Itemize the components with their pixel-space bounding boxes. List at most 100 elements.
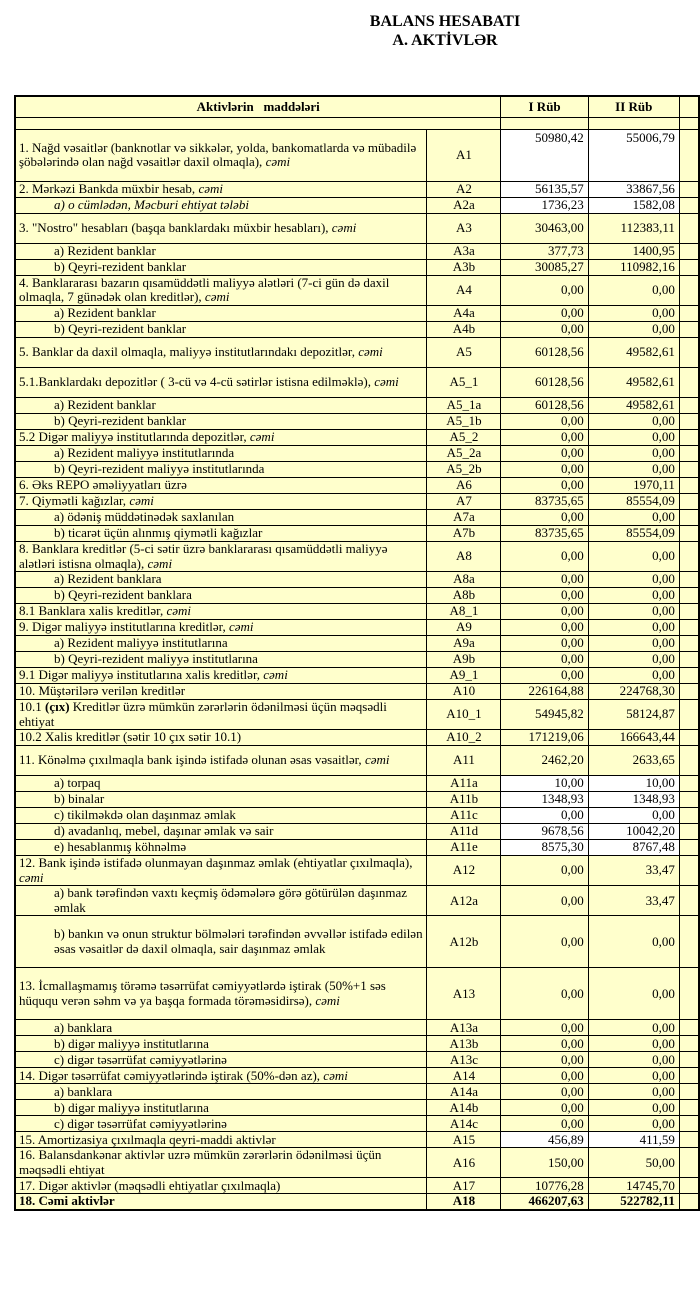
row-q2-value-cell: 112383,11 bbox=[587, 212, 680, 244]
row-q1-value-cell: 10776,28 bbox=[500, 1177, 589, 1195]
row-q2-value-cell: 0,00 bbox=[587, 320, 680, 338]
table-row: b) Qeyri-rezident banklara A8b 0,00 0,00 bbox=[14, 587, 700, 605]
row-q1-value-cell: 60128,56 bbox=[500, 396, 589, 414]
row-sliver-cell bbox=[678, 366, 700, 398]
row-q2-value-cell: 1348,93 bbox=[587, 791, 680, 809]
row-code-cell: A5_2 bbox=[426, 428, 502, 446]
row-label-cell: 13. İcmallaşmamış törəmə təsərrüfat cəmi… bbox=[14, 967, 428, 1021]
table-row: 9.1 Digər maliyyə institutlarına xalis k… bbox=[14, 667, 700, 685]
row-q2-value-cell: 49582,61 bbox=[587, 336, 680, 368]
row-q1-value-cell: 0,00 bbox=[500, 412, 589, 430]
row-q2-value-cell: 0,00 bbox=[587, 571, 680, 589]
row-code-cell: A4a bbox=[426, 304, 502, 322]
row-q1-value-cell: 30463,00 bbox=[500, 212, 589, 244]
table-row: b) digər maliyyə institutlarına A14b 0,00 0… bbox=[14, 1099, 700, 1117]
row-code-cell: A9b bbox=[426, 651, 502, 669]
row-code-cell: A8_1 bbox=[426, 603, 502, 621]
row-sliver-cell bbox=[678, 967, 700, 1021]
row-label-text: cəmi bbox=[315, 992, 340, 1008]
row-label-text: 1. Nağd vəsaitlər (banknotlar və sikkələ… bbox=[19, 139, 417, 170]
row-code-cell: A4b bbox=[426, 320, 502, 338]
row-label-cell: a) Rezident banklar bbox=[14, 396, 428, 414]
row-q2-value-cell: 0,00 bbox=[587, 603, 680, 621]
table-row: e) hesablanmış köhnəlmə A11e 8575,30 8767,4… bbox=[14, 839, 700, 857]
row-code-cell: A14a bbox=[426, 1083, 502, 1101]
row-label-text: cəmi bbox=[147, 555, 173, 571]
row-label-text: (çıx) bbox=[45, 699, 70, 715]
row-q2-value-cell: 0,00 bbox=[587, 651, 680, 669]
balance-table: Aktivlərin maddələri I Rüb II Rüb 1. Nağ… bbox=[14, 95, 700, 1211]
row-q1-value-cell: 0,00 bbox=[500, 1099, 589, 1117]
row-label-text: a) Rezident banklara bbox=[54, 571, 162, 587]
table-row: c) digər təsərrüfat cəmiyyətlərinə A13c 0,… bbox=[14, 1051, 700, 1069]
table-row: b) digər maliyyə institutlarına A13b 0,00 0… bbox=[14, 1035, 700, 1053]
row-label-cell: a) torpaq bbox=[14, 775, 428, 793]
row-label-cell: a) Rezident banklara bbox=[14, 571, 428, 589]
row-q2-value-cell: 50,00 bbox=[587, 1147, 680, 1179]
row-q2-value-cell: 0,00 bbox=[587, 508, 680, 526]
spacer-row bbox=[14, 116, 700, 130]
table-row: 5.2 Digər maliyyə institutlarında depozi… bbox=[14, 428, 700, 446]
spacer-cell bbox=[678, 116, 700, 130]
row-label-cell: a) banklara bbox=[14, 1019, 428, 1037]
spacer-cell bbox=[587, 116, 680, 130]
row-code-cell: A3 bbox=[426, 212, 502, 244]
row-q2-value-cell: 0,00 bbox=[587, 1019, 680, 1037]
table-row: 17. Digər aktivlər (məqsədli ehtiyatlar … bbox=[14, 1177, 700, 1195]
row-code-cell: A10_1 bbox=[426, 699, 502, 731]
row-sliver-cell bbox=[678, 699, 700, 731]
row-label-cell: a) ödəniş müddətinədək saxlanılan bbox=[14, 508, 428, 526]
row-label-text: b) digər maliyyə institutlarına bbox=[54, 1035, 209, 1051]
row-code-cell: A3a bbox=[426, 242, 502, 260]
row-code-cell: A3b bbox=[426, 258, 502, 276]
row-code-cell: A16 bbox=[426, 1147, 502, 1179]
row-label-text: 7. Qiymətli kağızlar, bbox=[19, 493, 130, 509]
row-q2-value-cell: 0,00 bbox=[587, 635, 680, 653]
row-q1-value-cell: 54945,82 bbox=[500, 699, 589, 731]
row-label-cell: b) Qeyri-rezident maliyyə institutlarına bbox=[14, 651, 428, 669]
row-code-cell: A9a bbox=[426, 635, 502, 653]
row-sliver-cell bbox=[678, 571, 700, 589]
table-row: b) Qeyri-rezident banklar A5_1b 0,00 0,00 bbox=[14, 412, 700, 430]
row-q2-value-cell: 10042,20 bbox=[587, 823, 680, 841]
row-q2-value-cell: 0,00 bbox=[587, 274, 680, 306]
row-label-cell: c) digər təsərrüfat cəmiyyətlərinə bbox=[14, 1051, 428, 1069]
row-label-text: b) digər maliyyə institutlarına bbox=[54, 1099, 209, 1115]
row-sliver-cell bbox=[678, 444, 700, 462]
row-sliver-cell bbox=[678, 1051, 700, 1069]
row-sliver-cell bbox=[678, 855, 700, 887]
row-q2-value-cell: 0,00 bbox=[587, 1035, 680, 1053]
row-code-cell: A2a bbox=[426, 196, 502, 214]
row-sliver-cell bbox=[678, 1177, 700, 1195]
row-label-cell: b) Qeyri-rezident banklar bbox=[14, 258, 428, 276]
row-code-cell: A10_2 bbox=[426, 729, 502, 747]
table-row: 7. Qiymətli kağızlar, cəmi A7 83735,65 8555… bbox=[14, 492, 700, 510]
row-q2-value-cell: 0,00 bbox=[587, 667, 680, 685]
row-code-cell: A8a bbox=[426, 571, 502, 589]
row-label-text: cəmi bbox=[249, 429, 275, 445]
row-label-text: 10.1 bbox=[19, 699, 45, 715]
table-row: 10.1 (çıx) Kreditlər üzrə mümkün zərərlə… bbox=[14, 699, 700, 731]
row-label-cell: 15. Amortizasiya çıxılmaqla qeyri-maddi … bbox=[14, 1131, 428, 1149]
row-label-cell: 11. Könəlmə çıxılmaqla bank işində istif… bbox=[14, 745, 428, 777]
row-code-cell: A7 bbox=[426, 492, 502, 510]
header-q1-column: I Rüb bbox=[500, 95, 589, 118]
row-sliver-cell bbox=[678, 1115, 700, 1133]
row-label-cell: b) bankın və onun struktur bölmələri tər… bbox=[14, 915, 428, 969]
row-q1-value-cell: 0,00 bbox=[500, 1035, 589, 1053]
row-q2-value-cell: 10,00 bbox=[587, 775, 680, 793]
row-label-text: 10. Müştərilərə verilən kreditlər bbox=[19, 683, 186, 699]
row-label-cell: b) Qeyri-rezident banklara bbox=[14, 587, 428, 605]
table-row: 12. Bank işində istifadə olunmayan daşın… bbox=[14, 855, 700, 887]
row-label-text: c) digər təsərrüfat cəmiyyətlərinə bbox=[54, 1051, 227, 1067]
table-row: 8.1 Banklara xalis kreditlər, cəmi A8_1 0,… bbox=[14, 603, 700, 621]
row-label-cell: 8.1 Banklara xalis kreditlər, cəmi bbox=[14, 603, 428, 621]
table-row: 9. Digər maliyyə institutlarına kreditlə… bbox=[14, 619, 700, 637]
row-q2-value-cell: 0,00 bbox=[587, 915, 680, 969]
row-label-cell: b) Qeyri-rezident banklar bbox=[14, 320, 428, 338]
row-code-cell: A11 bbox=[426, 745, 502, 777]
row-sliver-cell bbox=[678, 807, 700, 825]
table-row: c) tikilməkdə olan daşınmaz əmlak A11c 0,0… bbox=[14, 807, 700, 825]
table-row: 2. Mərkəzi Bankda müxbir hesab, cəmi A2 56… bbox=[14, 180, 700, 198]
table-row: 14. Digər təsərrüfat cəmiyyətlərində işt… bbox=[14, 1067, 700, 1085]
